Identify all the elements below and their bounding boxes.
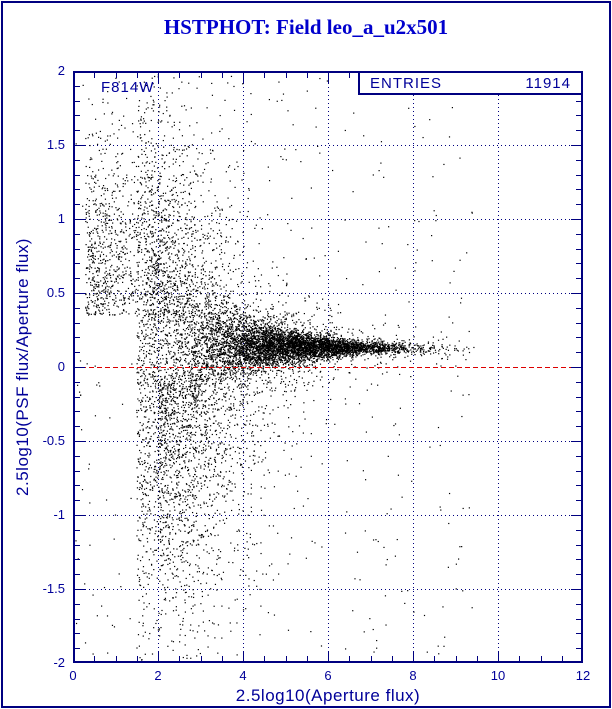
- y-tick-label: 0.5: [46, 285, 65, 300]
- filter-label: F814W: [101, 79, 155, 96]
- y-tick-label: -1.5: [42, 581, 65, 596]
- x-tick-label: 2: [154, 668, 162, 683]
- x-axis-label: 2.5log10(Aperture flux): [235, 686, 421, 705]
- y-tick-label: -0.5: [42, 433, 65, 448]
- y-tick-label: 2: [57, 63, 65, 78]
- scatter-canvas: [73, 71, 583, 663]
- page-title: HSTPHOT: Field leo_a_u2x501: [163, 15, 449, 39]
- y-tick-label: 1: [57, 211, 65, 226]
- entries-value: 11914: [525, 74, 571, 92]
- y-tick-label: 1.5: [46, 137, 65, 152]
- y-tick-label: 0: [57, 359, 65, 374]
- y-tick-label: -2: [53, 655, 65, 670]
- entries-label: ENTRIES: [370, 74, 443, 92]
- x-tick-label: 10: [490, 668, 506, 683]
- y-tick-label: -1: [53, 507, 65, 522]
- x-tick-label: 0: [69, 668, 77, 683]
- x-tick-label: 8: [409, 668, 417, 683]
- x-tick-label: 6: [324, 668, 332, 683]
- plot-frame: F814W ENTRIES 11914: [73, 71, 583, 663]
- y-axis-label: 2.5log10(PSF flux/Aperture flux): [13, 238, 32, 496]
- x-tick-label: 4: [239, 668, 247, 683]
- entries-box: ENTRIES 11914: [358, 71, 583, 95]
- x-tick-label: 12: [575, 668, 591, 683]
